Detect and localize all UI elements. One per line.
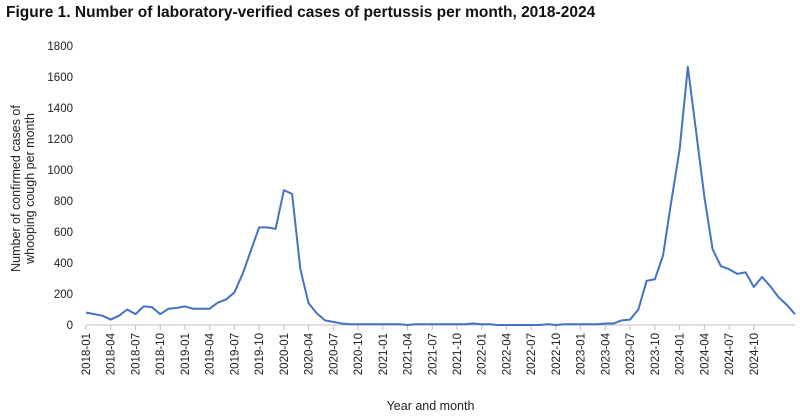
x-tick-label: 2021-07 [427,333,439,375]
x-tick-label: 2020-07 [328,333,340,375]
x-tick-label: 2019-04 [205,332,217,375]
x-tick-label: 2021-10 [452,333,464,375]
x-axis-label: Year and month [387,399,475,413]
x-tick-label: 2020-10 [353,333,365,375]
chart-title: Figure 1. Number of laboratory-verified … [6,4,596,21]
series-points [85,66,796,326]
x-tick-label: 2023-07 [625,333,637,375]
series-line [85,65,796,326]
y-tick-label: 800 [54,196,73,208]
y-tick-label: 200 [54,289,73,301]
x-tick-label: 2019-10 [254,333,266,375]
x-tick-label: 2023-01 [576,333,588,375]
y-axis-label-line: whooping cough per month [23,113,37,265]
x-tick-label: 2024-10 [749,333,761,375]
x-tick-label: 2018-07 [130,333,142,375]
x-tick-label: 2022-01 [477,333,489,375]
x-tick-label: 2018-01 [81,333,93,375]
x-tick-label: 2019-01 [180,333,192,375]
y-tick-label: 1400 [47,103,73,115]
x-tick-label: 2024-01 [675,333,687,375]
x-tick-label: 2023-04 [600,332,612,375]
y-tick-label: 1200 [47,134,73,146]
x-tick-label: 2022-10 [551,333,563,375]
x-axis-ticks: 2018-01 2018-04 2018-07 2018-10 2019-01 2019-… [81,325,761,375]
x-tick-label: 2018-04 [106,332,118,375]
x-tick-label: 2024-04 [699,332,711,375]
x-tick-label: 2023-10 [650,333,662,375]
x-tick-label: 2020-01 [279,333,291,375]
x-tick-label: 2022-04 [501,332,513,375]
x-tick-label: 2018-10 [155,333,167,375]
y-axis-ticks: 0 200 400 600 800 1000 1200 1400 1600 1800 [47,41,73,332]
x-tick-label: 2020-04 [304,332,316,375]
x-tick-label: 2022-07 [526,333,538,375]
y-axis-label-line: Number of confirmed cases of [9,105,23,272]
x-tick-label: 2021-01 [378,333,390,375]
y-tick-label: 1600 [47,72,73,84]
x-tick-label: 2021-04 [403,332,415,375]
y-tick-label: 1000 [47,165,73,177]
y-tick-label: 1800 [47,41,73,53]
x-tick-label: 2019-07 [229,333,241,375]
y-tick-label: 0 [67,320,73,332]
y-axis-label: Number of confirmed cases ofwhooping cou… [9,105,37,272]
y-tick-label: 400 [54,258,73,270]
y-tick-label: 600 [54,227,73,239]
x-tick-label: 2024-07 [724,333,736,375]
